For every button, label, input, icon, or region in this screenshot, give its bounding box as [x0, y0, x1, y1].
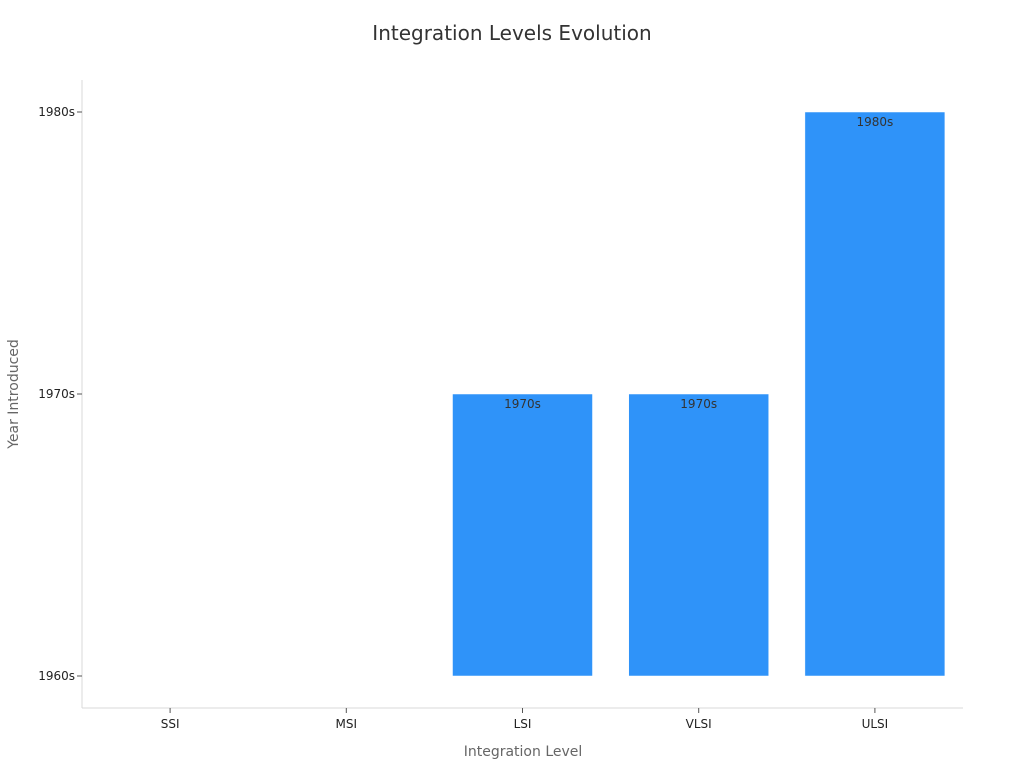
x-tick-label: LSI	[514, 717, 532, 731]
bar[interactable]	[804, 111, 946, 677]
chart-title: Integration Levels Evolution	[372, 21, 651, 45]
y-tick-label: 1970s	[38, 387, 75, 401]
x-tick-label: MSI	[336, 717, 358, 731]
x-tick-label: VLSI	[686, 717, 712, 731]
bar-value-label: 1980s	[857, 115, 894, 129]
x-tick-label: ULSI	[862, 717, 889, 731]
bars-group: 1970s 1970s 1980s	[452, 111, 946, 677]
bar[interactable]	[628, 393, 769, 677]
y-tick-label: 1960s	[38, 669, 75, 683]
y-axis-title: Year Introduced	[6, 339, 22, 450]
bar-value-label: 1970s	[680, 397, 717, 411]
bar-value-label: 1970s	[504, 397, 541, 411]
x-axis-title: Integration Level	[464, 744, 583, 760]
bar[interactable]	[452, 393, 593, 677]
y-tick-label: 1980s	[38, 105, 75, 119]
ticks-group: 1960s 1970s 1980s SSI MSI LSI VLSI ULSI	[38, 105, 888, 731]
x-tick-label: SSI	[161, 717, 180, 731]
